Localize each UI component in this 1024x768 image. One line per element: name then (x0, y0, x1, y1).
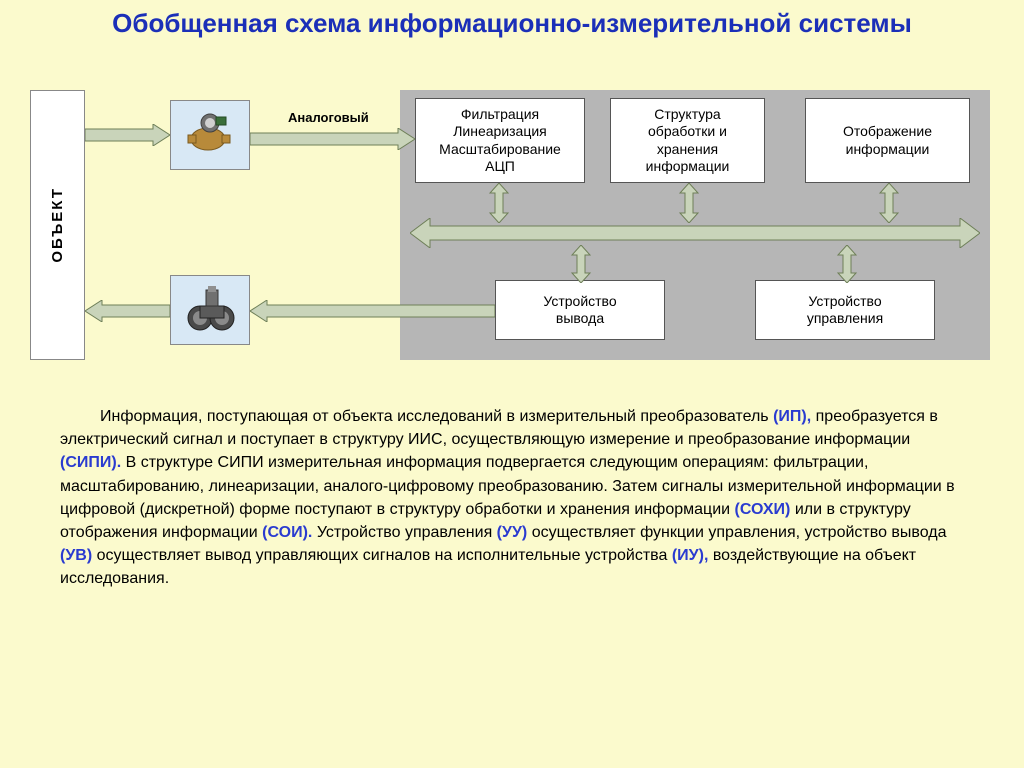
page-title: Обобщенная схема информационно-измерител… (0, 8, 1024, 39)
analog-label: Аналоговый (288, 110, 369, 125)
arrow-object-to-sensor (85, 124, 170, 146)
node-control-label: Устройство управления (807, 293, 883, 328)
device-actuator (170, 275, 250, 345)
arrow-output-to-actuator (250, 300, 495, 322)
node-display-label: Отображение информации (843, 123, 932, 158)
node-output-label: Устройство вывода (543, 293, 616, 328)
node-filter-label: Фильтрация Линеаризация Масштабирование … (439, 106, 561, 176)
node-output: Устройство вывода (495, 280, 665, 340)
p-t5: Устройство управления (317, 524, 497, 541)
abbr-ip: (ИП), (773, 408, 811, 425)
p-t7: осуществляет вывод управляющих сигналов … (97, 547, 672, 564)
node-control: Устройство управления (755, 280, 935, 340)
abbr-soi: (СОИ). (262, 524, 312, 541)
arrow-sensor-to-filter (250, 128, 415, 150)
connector-storage-bus (678, 183, 700, 223)
abbr-sohi: (СОХИ) (735, 501, 791, 518)
connector-output-bus (570, 245, 592, 283)
connector-control-bus (836, 245, 858, 283)
arrow-actuator-to-object (85, 300, 170, 322)
description-paragraph: Информация, поступающая от объекта иссле… (60, 405, 970, 591)
device-sensor (170, 100, 250, 170)
actuator-icon (180, 284, 240, 336)
diagram: ОБЪЕКТ Фильтрация Линеаризация Мас (30, 90, 990, 370)
sensor-icon (180, 109, 240, 161)
abbr-iu: (ИУ), (672, 547, 709, 564)
p-t1: Информация, поступающая от объекта иссле… (100, 408, 773, 425)
node-object: ОБЪЕКТ (30, 90, 85, 360)
node-display: Отображение информации (805, 98, 970, 183)
node-storage: Структура обработки и хранения информаци… (610, 98, 765, 183)
object-label: ОБЪЕКТ (49, 187, 66, 263)
node-storage-label: Структура обработки и хранения информаци… (646, 106, 730, 176)
connector-display-bus (878, 183, 900, 223)
abbr-uu: (УУ) (497, 524, 528, 541)
connector-filter-bus (488, 183, 510, 223)
abbr-sipi: (СИПИ). (60, 454, 121, 471)
p-t6: осуществляет функции управления, устройс… (532, 524, 947, 541)
node-filter-adc: Фильтрация Линеаризация Масштабирование … (415, 98, 585, 183)
abbr-uv: (УВ) (60, 547, 92, 564)
